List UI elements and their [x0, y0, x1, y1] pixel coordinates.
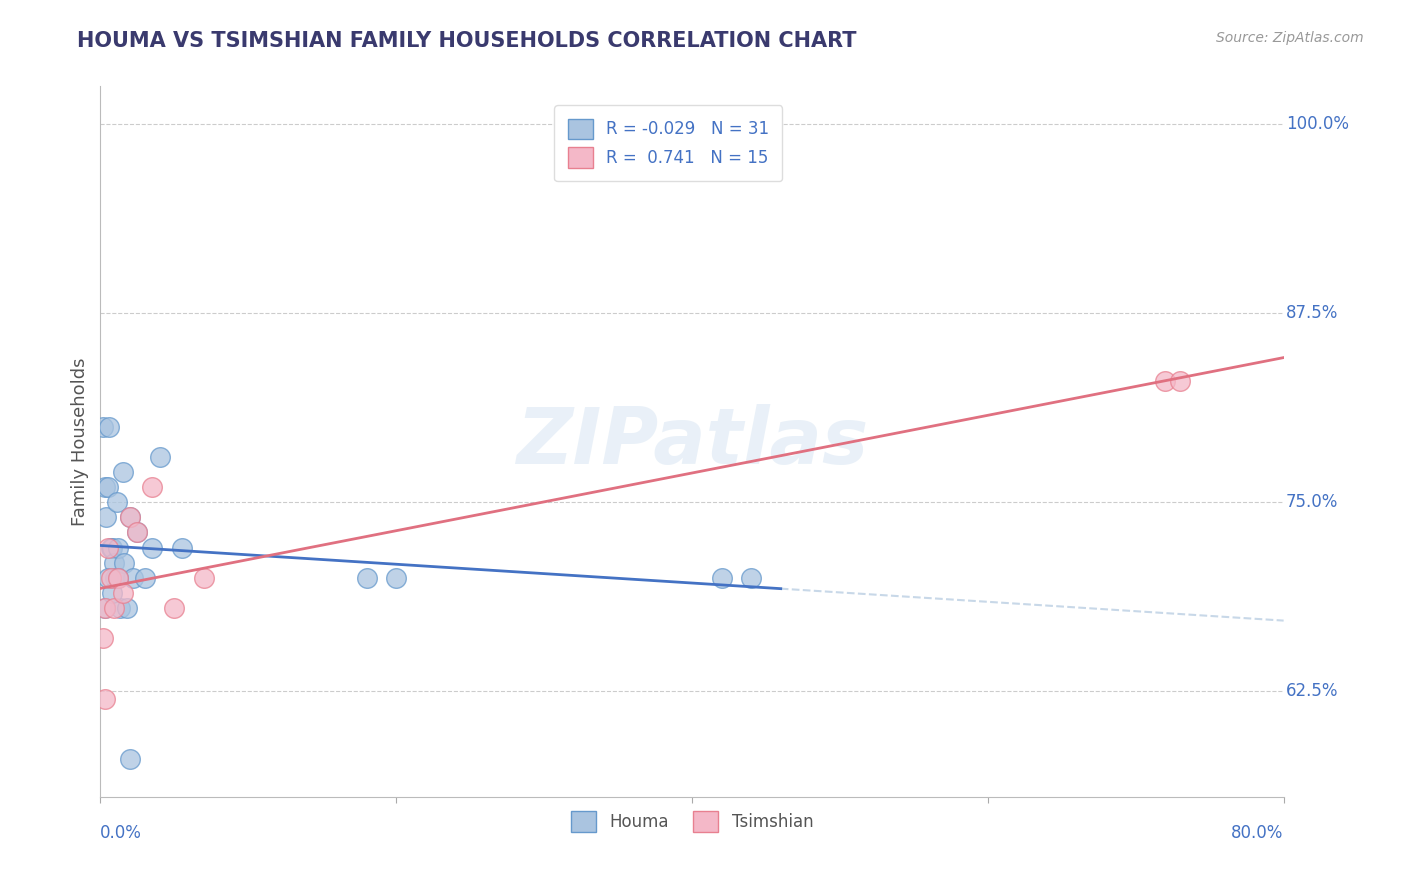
Point: [91, 419, 114, 434]
Point: [127, 525, 149, 540]
Point: [115, 601, 138, 615]
Y-axis label: Family Households: Family Households: [72, 358, 89, 526]
Text: 80.0%: 80.0%: [1232, 824, 1284, 842]
Point: [107, 541, 129, 555]
Point: [97, 541, 120, 555]
Point: [100, 571, 122, 585]
Point: [94, 601, 117, 615]
Point: [98, 419, 121, 434]
Text: 87.5%: 87.5%: [1286, 304, 1339, 322]
Point: [1154, 374, 1177, 388]
Text: Source: ZipAtlas.com: Source: ZipAtlas.com: [1216, 31, 1364, 45]
Point: [356, 571, 378, 585]
Point: [134, 571, 156, 585]
Text: ZIPatlas: ZIPatlas: [516, 404, 868, 480]
Point: [105, 495, 128, 509]
Point: [97, 480, 120, 494]
Point: [111, 586, 134, 600]
Point: [127, 525, 149, 540]
Point: [740, 571, 762, 585]
Point: [118, 752, 141, 766]
Text: 75.0%: 75.0%: [1286, 493, 1339, 511]
Point: [91, 632, 114, 646]
Point: [96, 510, 118, 524]
Point: [163, 601, 186, 615]
Point: [97, 571, 120, 585]
Point: [107, 571, 129, 585]
Text: 0.0%: 0.0%: [100, 824, 142, 842]
Point: [101, 586, 124, 600]
Point: [94, 601, 117, 615]
Text: 62.5%: 62.5%: [1286, 682, 1339, 700]
Text: 100.0%: 100.0%: [1286, 115, 1348, 133]
Point: [111, 465, 134, 479]
Point: [122, 571, 145, 585]
Point: [108, 601, 131, 615]
Point: [103, 601, 125, 615]
Point: [118, 510, 141, 524]
Point: [112, 556, 135, 570]
Point: [141, 480, 163, 494]
Point: [94, 691, 117, 706]
Point: [103, 556, 125, 570]
Point: [170, 541, 193, 555]
Legend: Houma, Tsimshian: Houma, Tsimshian: [564, 805, 820, 838]
Point: [101, 541, 124, 555]
Point: [148, 450, 170, 464]
Point: [104, 571, 127, 585]
Point: [118, 510, 141, 524]
Point: [1168, 374, 1191, 388]
Point: [141, 541, 163, 555]
Point: [107, 571, 129, 585]
Text: HOUMA VS TSIMSHIAN FAMILY HOUSEHOLDS CORRELATION CHART: HOUMA VS TSIMSHIAN FAMILY HOUSEHOLDS COR…: [77, 31, 856, 51]
Point: [193, 571, 215, 585]
Point: [100, 541, 122, 555]
Point: [385, 571, 408, 585]
Point: [710, 571, 733, 585]
Point: [94, 480, 117, 494]
